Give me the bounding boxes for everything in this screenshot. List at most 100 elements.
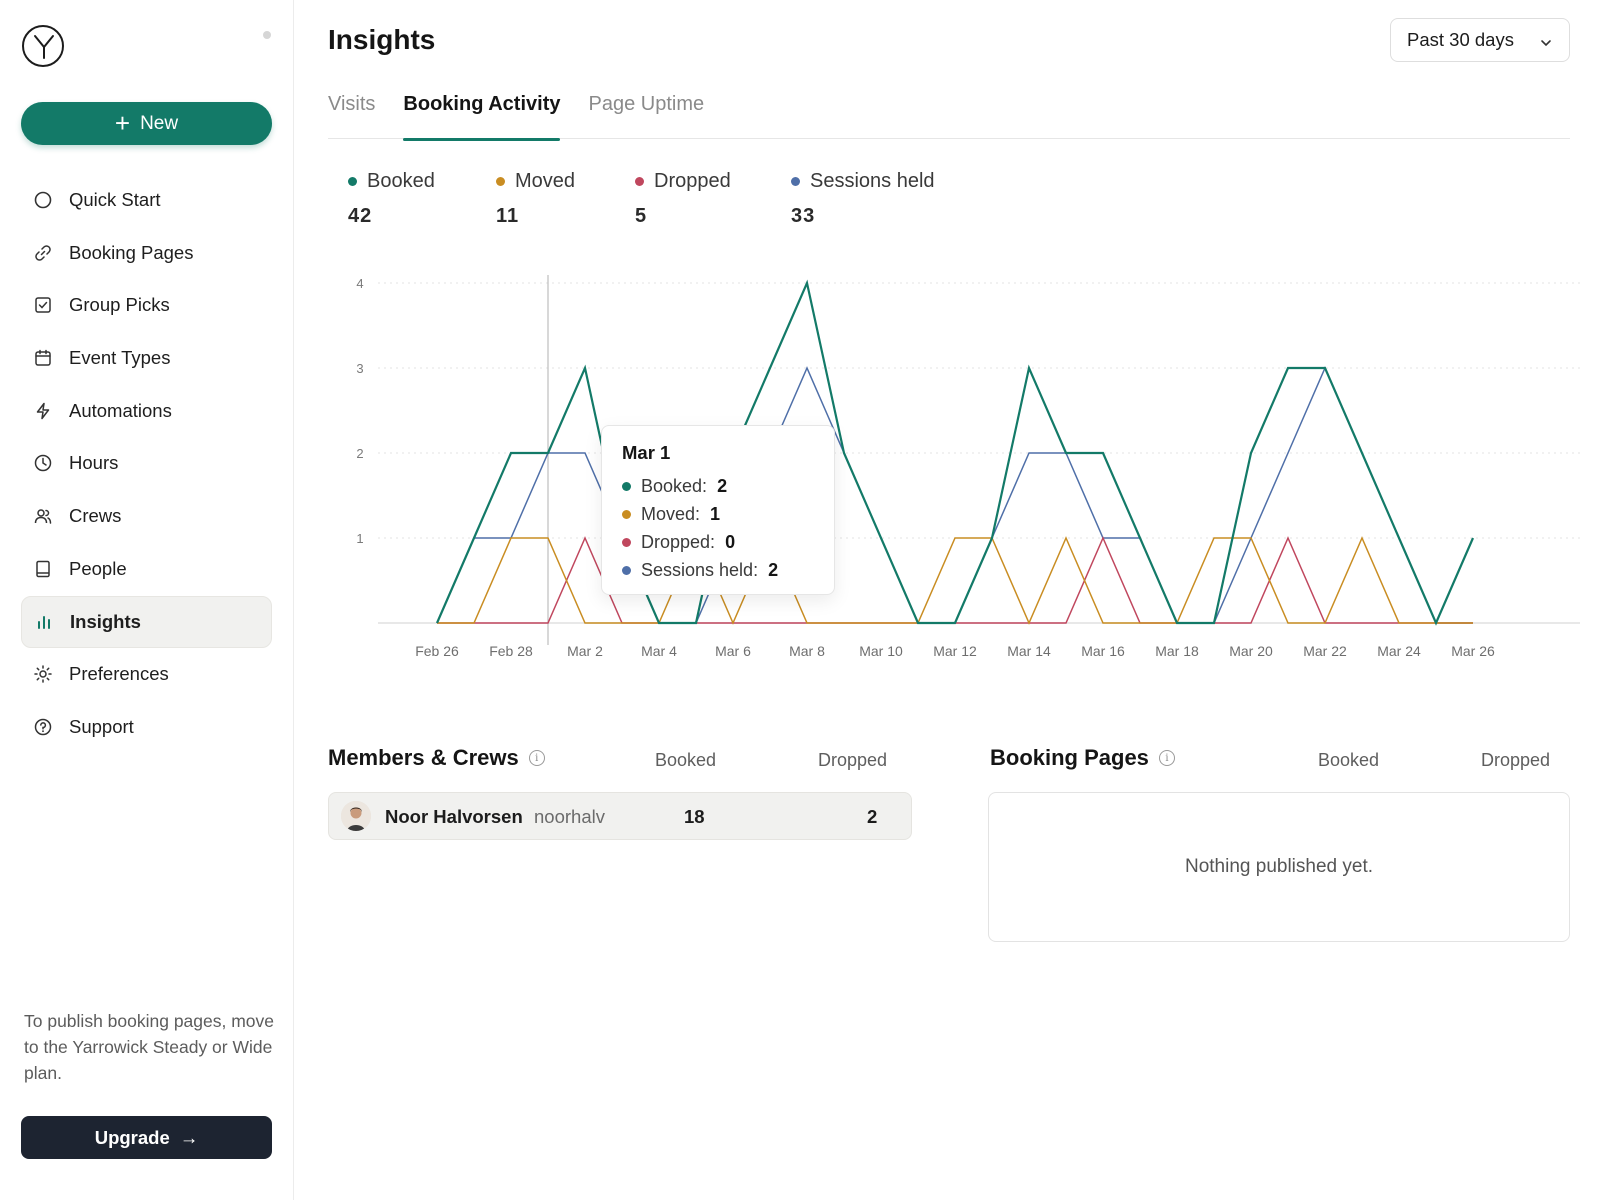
- x-tick-label: Mar 16: [1081, 643, 1125, 659]
- members-col-booked[interactable]: Booked: [655, 750, 717, 770]
- summary-moved[interactable]: Moved 11: [496, 170, 589, 228]
- summary-value: 42: [348, 205, 373, 227]
- booking-activity-chart[interactable]: 1 2 3 4 Feb 26 Feb 28 Mar 2 Mar 4 Mar 6 Mar 8 Mar …: [340, 265, 1580, 665]
- sidebar-item-support[interactable]: Support: [21, 701, 272, 753]
- chevron-down-icon: [1539, 33, 1553, 55]
- pages-col-dropped[interactable]: Dropped: [1481, 750, 1551, 770]
- moved-dot-icon: [622, 509, 631, 519]
- booking-pages-title: Booking Pages i: [990, 745, 1175, 771]
- sessions-dot-icon: [622, 565, 631, 575]
- sidebar-item-people[interactable]: People: [21, 543, 272, 595]
- members-crews-title: Members & Crews i: [328, 745, 545, 771]
- new-button-label: New: [140, 112, 179, 134]
- sidebar-item-booking-pages[interactable]: Booking Pages: [21, 227, 272, 279]
- tooltip-label: Sessions held:: [641, 559, 759, 580]
- tooltip-label: Moved:: [641, 503, 701, 524]
- tooltip-row-moved: Moved: 1: [622, 500, 814, 528]
- booking-pages-empty-state: Nothing published yet.: [988, 792, 1570, 942]
- check-square-icon: [34, 296, 52, 314]
- summary-label: Moved: [515, 170, 576, 192]
- insights-tabs: Visits Booking Activity Page Uptime: [328, 93, 1570, 141]
- tab-page-uptime[interactable]: Page Uptime: [588, 93, 705, 115]
- yarrowick-logo-icon[interactable]: [22, 25, 64, 67]
- upgrade-button[interactable]: Upgrade →: [21, 1116, 272, 1159]
- y-tick-label: 2: [356, 446, 363, 461]
- sidebar-item-preferences[interactable]: Preferences: [21, 648, 272, 700]
- x-tick-label: Mar 18: [1155, 643, 1199, 659]
- sidebar-item-group-picks[interactable]: Group Picks: [21, 279, 272, 331]
- sidebar-item-automations[interactable]: Automations: [21, 385, 272, 437]
- booked-dot-icon: [622, 481, 631, 491]
- sidebar-item-label: Quick Start: [69, 189, 161, 210]
- sidebar-item-insights[interactable]: Insights: [21, 595, 272, 648]
- sidebar-item-label: Booking Pages: [69, 241, 194, 263]
- clock-icon: [34, 454, 52, 472]
- dropped-dot-icon: [622, 537, 631, 547]
- link-icon: [34, 244, 52, 262]
- new-button[interactable]: + New: [21, 102, 272, 145]
- x-tick-label: Mar 8: [789, 643, 825, 659]
- sidebar-item-label: Crews: [69, 505, 122, 527]
- summary-label: Dropped: [654, 170, 731, 192]
- dropped-dot-icon: [635, 177, 644, 186]
- pages-col-booked[interactable]: Booked: [1318, 750, 1380, 770]
- x-tick-label: Mar 10: [859, 643, 903, 659]
- page-title: Insights: [328, 24, 436, 55]
- sessions-dot-icon: [791, 177, 800, 186]
- avatar: [341, 801, 371, 831]
- info-icon[interactable]: i: [1158, 750, 1175, 766]
- tooltip-value: 1: [710, 503, 721, 524]
- tooltip-label: Booked:: [641, 475, 708, 496]
- x-tick-label: Mar 6: [715, 643, 751, 659]
- tooltip-value: 2: [768, 559, 779, 580]
- sidebar-nav: Quick Start Booking Pages Group Picks Ev…: [21, 174, 272, 754]
- x-tick-label: Mar 20: [1229, 643, 1273, 659]
- x-tick-label: Mar 26: [1451, 643, 1495, 659]
- summary-value: 5: [635, 205, 648, 227]
- tab-booking-activity[interactable]: Booking Activity: [403, 93, 561, 141]
- summary-value: 11: [496, 205, 520, 227]
- sidebar-item-label: Preferences: [69, 663, 169, 685]
- sidebar-item-label: Insights: [70, 610, 141, 632]
- y-tick-label: 3: [356, 361, 363, 376]
- x-tick-label: Mar 24: [1377, 643, 1421, 659]
- summary-booked[interactable]: Booked 42: [348, 170, 450, 228]
- sidebar-toggle-dot[interactable]: [263, 31, 271, 39]
- tooltip-value: 2: [717, 475, 728, 496]
- chart-tooltip: Mar 1 Booked: 2 Moved: 1 Dropped: 0 Session…: [601, 425, 835, 595]
- calendar-icon: [34, 349, 52, 367]
- arrow-right-icon: →: [179, 1126, 199, 1148]
- sidebar-item-event-types[interactable]: Event Types: [21, 332, 272, 384]
- tab-visits[interactable]: Visits: [328, 93, 376, 115]
- sidebar: + New Quick Start Booking Pages Group Pi…: [0, 0, 294, 1200]
- empty-state-text: Nothing published yet.: [1184, 856, 1373, 877]
- sidebar-item-quick-start[interactable]: Quick Start: [21, 174, 272, 226]
- x-tick-label: Mar 4: [641, 643, 677, 659]
- tooltip-value: 0: [725, 531, 736, 552]
- book-icon: [34, 560, 52, 578]
- member-booked-count: 18: [684, 806, 705, 827]
- sidebar-item-crews[interactable]: Crews: [21, 490, 272, 542]
- info-icon[interactable]: i: [528, 750, 545, 766]
- member-name: Noor Halvorsen: [385, 806, 523, 827]
- summary-dropped[interactable]: Dropped 5: [635, 170, 745, 228]
- date-range-select[interactable]: Past 30 days: [1390, 18, 1570, 62]
- series-line-dropped: [437, 536, 1473, 624]
- bolt-icon: [34, 402, 52, 420]
- activity-summary: Booked 42 Moved 11 Dropped 5 Sessions he…: [348, 170, 981, 228]
- circle-icon: [34, 191, 52, 209]
- table-row[interactable]: Noor Halvorsen noorhalv 18 2: [328, 792, 912, 840]
- sidebar-item-label: Hours: [69, 452, 119, 474]
- summary-label: Booked: [367, 170, 435, 192]
- summary-label: Sessions held: [810, 170, 935, 192]
- bar-chart-icon: [35, 613, 53, 631]
- tooltip-row-booked: Booked: 2: [622, 472, 814, 500]
- section-title-text: Booking Pages: [990, 745, 1149, 770]
- tooltip-row-sessions: Sessions held: 2: [622, 556, 814, 584]
- summary-sessions-held[interactable]: Sessions held 33: [791, 170, 935, 228]
- members-col-dropped[interactable]: Dropped: [818, 750, 888, 770]
- sidebar-item-hours[interactable]: Hours: [21, 437, 272, 489]
- section-title-text: Members & Crews: [328, 745, 519, 770]
- sidebar-item-label: Support: [69, 715, 134, 737]
- upgrade-button-label: Upgrade: [94, 1126, 170, 1148]
